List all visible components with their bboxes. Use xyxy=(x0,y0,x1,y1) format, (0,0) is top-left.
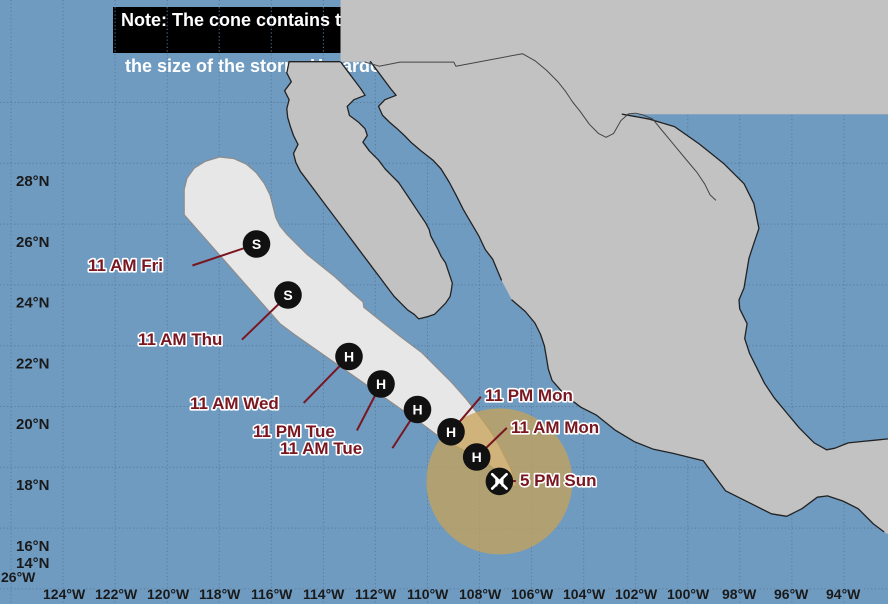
svg-text:116°W: 116°W xyxy=(251,586,293,602)
svg-text:112°W: 112°W xyxy=(355,586,397,602)
svg-text:16°N: 16°N xyxy=(16,538,50,555)
svg-text:102°W: 102°W xyxy=(615,586,658,602)
svg-text:H: H xyxy=(344,349,354,365)
svg-text:94°W: 94°W xyxy=(826,586,861,602)
svg-text:22°N: 22°N xyxy=(16,355,50,372)
svg-text:114°W: 114°W xyxy=(303,586,345,602)
svg-text:106°W: 106°W xyxy=(511,586,554,602)
svg-text:120°W: 120°W xyxy=(147,586,190,602)
svg-text:S: S xyxy=(252,236,261,252)
svg-text:18°N: 18°N xyxy=(16,477,50,494)
svg-text:26°N: 26°N xyxy=(16,234,50,251)
svg-text:124°W: 124°W xyxy=(43,586,86,602)
svg-text:24°N: 24°N xyxy=(16,295,50,312)
svg-text:H: H xyxy=(412,402,422,418)
svg-text:H: H xyxy=(472,449,482,465)
svg-text:98°W: 98°W xyxy=(722,586,757,602)
svg-text:96°W: 96°W xyxy=(774,586,809,602)
svg-text:11 AM Fri: 11 AM Fri xyxy=(88,256,163,275)
svg-text:100°W: 100°W xyxy=(667,586,710,602)
svg-text:108°W: 108°W xyxy=(459,586,502,602)
svg-text:110°W: 110°W xyxy=(407,586,449,602)
svg-text:118°W: 118°W xyxy=(199,586,241,602)
svg-text:20°N: 20°N xyxy=(16,416,50,433)
svg-text:28°N: 28°N xyxy=(16,173,50,190)
svg-text:122°W: 122°W xyxy=(95,586,138,602)
svg-text:5 PM Sun: 5 PM Sun xyxy=(520,471,597,490)
svg-text:26°W: 26°W xyxy=(1,569,36,585)
svg-text:11 AM Thu: 11 AM Thu xyxy=(138,330,222,349)
svg-text:11 PM Mon: 11 PM Mon xyxy=(485,386,573,405)
svg-text:11 AM Mon: 11 AM Mon xyxy=(511,418,599,437)
svg-text:H: H xyxy=(376,376,386,392)
svg-text:H: H xyxy=(446,424,456,440)
svg-text:104°W: 104°W xyxy=(563,586,606,602)
svg-text:S: S xyxy=(283,287,292,303)
svg-text:11 AM Wed: 11 AM Wed xyxy=(190,394,279,413)
svg-text:11 AM Tue: 11 AM Tue xyxy=(280,439,362,458)
